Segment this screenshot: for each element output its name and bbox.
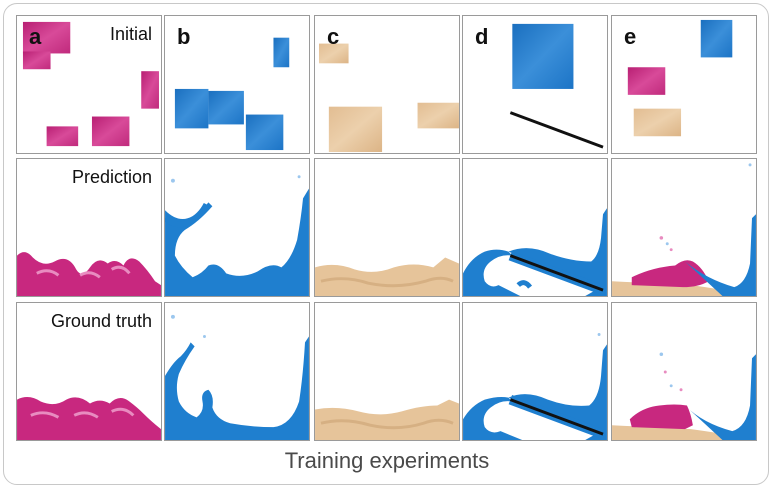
cell-e-initial: e bbox=[611, 15, 757, 154]
cell-d-ground-truth bbox=[462, 302, 608, 441]
panel-letter-d: d bbox=[475, 24, 489, 49]
cell-e-prediction bbox=[611, 158, 757, 297]
scene-c-initial bbox=[318, 43, 459, 153]
scene-a-ground-truth bbox=[17, 397, 161, 440]
panel-letter-b: b bbox=[177, 24, 191, 49]
scene-a-initial bbox=[22, 21, 159, 147]
cell-c-prediction bbox=[314, 158, 460, 297]
scene-d-ground-truth bbox=[463, 333, 607, 440]
panel-letter-c: c bbox=[327, 24, 340, 49]
ramp-line bbox=[509, 398, 604, 436]
cell-e-ground-truth bbox=[611, 302, 757, 441]
scene-e-ground-truth bbox=[612, 352, 756, 440]
scene-a-prediction bbox=[17, 252, 161, 296]
row-label-ground-truth: Ground truth bbox=[50, 311, 152, 331]
panel-letter-a: a bbox=[29, 24, 42, 49]
scene-d-initial bbox=[509, 23, 604, 149]
scene-b-initial bbox=[174, 37, 290, 151]
cell-d-initial: d bbox=[462, 15, 608, 154]
scene-c-prediction bbox=[315, 257, 459, 296]
figure-caption: Training experiments bbox=[284, 448, 490, 473]
ramp-line bbox=[509, 254, 604, 292]
scene-d-prediction bbox=[463, 208, 607, 296]
ramp-line bbox=[509, 111, 604, 149]
cell-b-ground-truth bbox=[164, 302, 310, 441]
scene-e-initial bbox=[627, 19, 733, 137]
panel-letter-e: e bbox=[624, 24, 637, 49]
scene-b-ground-truth bbox=[165, 314, 309, 440]
cell-a-ground-truth: Ground truth bbox=[16, 302, 162, 441]
cell-a-prediction: Prediction bbox=[16, 158, 162, 297]
cell-c-initial: c bbox=[314, 15, 460, 154]
cell-c-ground-truth bbox=[314, 302, 460, 441]
scene-e-prediction bbox=[612, 163, 756, 296]
row-label-prediction: Prediction bbox=[71, 167, 152, 187]
cell-a-initial: a Initial bbox=[16, 15, 162, 154]
scene-b-prediction bbox=[165, 175, 309, 296]
cell-d-prediction bbox=[462, 158, 608, 297]
cell-b-prediction bbox=[164, 158, 310, 297]
scene-c-ground-truth bbox=[315, 399, 459, 440]
cell-b-initial: b bbox=[164, 15, 310, 154]
row-label-initial: Initial bbox=[109, 24, 152, 44]
